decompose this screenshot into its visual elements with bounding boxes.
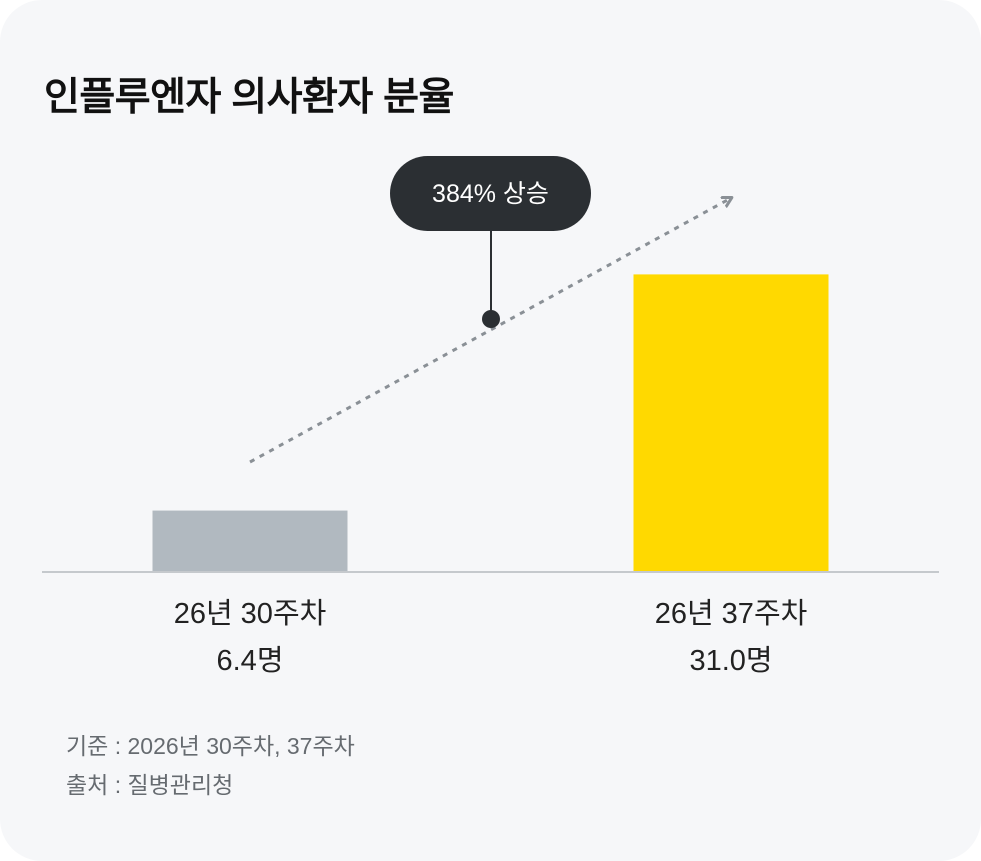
footer-basis: 기준 : 2026년 30주차, 37주차 xyxy=(66,733,355,759)
bar-1 xyxy=(152,510,348,572)
callout-anchor-dot xyxy=(482,310,500,328)
footer-source: 출처 : 질병관리청 xyxy=(66,772,234,798)
value-label-2: 31.0명 xyxy=(689,645,772,677)
trend-arrow xyxy=(249,198,731,464)
category-label-1: 26년 30주차 xyxy=(174,598,327,630)
bar-2 xyxy=(633,274,829,572)
category-label-2: 26년 37주차 xyxy=(655,598,808,630)
value-label-1: 6.4명 xyxy=(217,645,284,677)
chart-title: 인플루엔자 의사환자 분율 xyxy=(44,76,454,119)
callout-label: 384% 상승 xyxy=(432,180,549,208)
callout-bubble xyxy=(390,156,591,231)
